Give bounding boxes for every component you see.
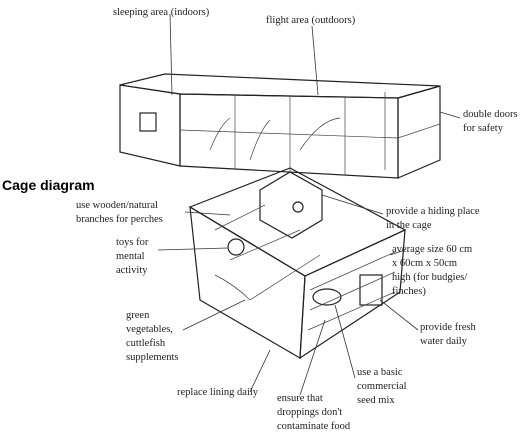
callout-label: finches) xyxy=(392,286,426,297)
callout-label: in the cage xyxy=(386,220,432,231)
callout-label: use wooden/natural xyxy=(76,200,158,211)
leader-lines xyxy=(157,13,461,396)
title: Cage diagram xyxy=(2,177,95,193)
callout-label: for safety xyxy=(463,123,504,134)
callout-label: commercial xyxy=(357,381,407,392)
callout-label: supplements xyxy=(126,352,179,363)
callout-label: provide fresh xyxy=(420,322,476,333)
labels: sleeping area (indoors) flight area (outd… xyxy=(76,7,518,432)
callout-label: double doors xyxy=(463,109,518,120)
indoor-cage-illustration xyxy=(188,167,407,360)
callout-label: x 60cm x 50cm xyxy=(392,258,457,269)
callout-label: activity xyxy=(116,265,148,276)
callout-label: use a basic xyxy=(357,367,403,378)
callout-label: contaminate food xyxy=(277,421,351,432)
callout-label: cuttlefish xyxy=(126,338,166,349)
callout-label: provide a hiding place xyxy=(386,206,480,217)
callout-label: replace lining daily xyxy=(177,387,259,398)
callout-label: droppings don't xyxy=(277,407,342,418)
callout-label: water daily xyxy=(420,336,468,347)
callout-label: flight area (outdoors) xyxy=(266,15,356,26)
callout-label: seed mix xyxy=(357,395,395,406)
callout-label: green xyxy=(126,310,150,321)
callout-label: mental xyxy=(116,251,145,262)
outdoor-cage-illustration xyxy=(119,73,441,179)
callout-label: toys for xyxy=(116,237,149,248)
callout-label: ensure that xyxy=(277,393,323,404)
callout-label: branches for perches xyxy=(76,214,163,225)
callout-label: average size 60 cm xyxy=(392,244,472,255)
callout-label: high (for budgies/ xyxy=(392,272,467,283)
callout-label: sleeping area (indoors) xyxy=(113,7,210,18)
callout-label: vegetables, xyxy=(126,324,173,335)
